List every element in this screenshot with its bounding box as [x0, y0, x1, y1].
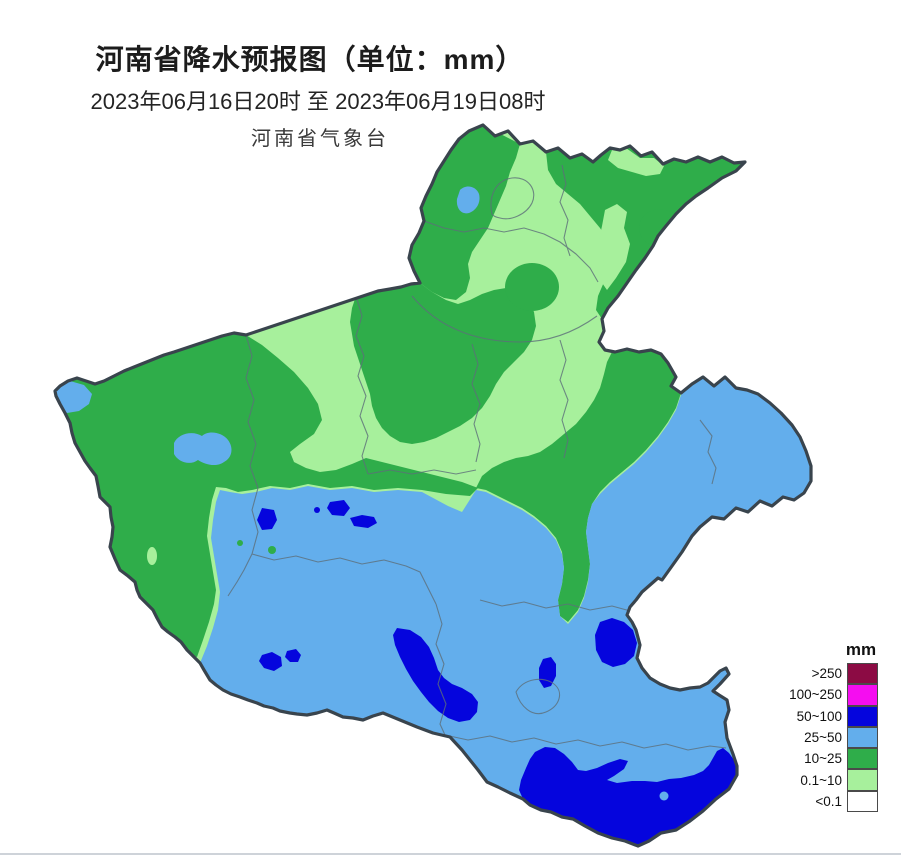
region-10-25-speck: [237, 540, 243, 546]
legend-row: 10~25: [789, 748, 878, 770]
legend-label-50-100: 50~100: [796, 708, 842, 724]
region-50-100-south-band: [519, 747, 737, 846]
legend-row: 25~50: [789, 726, 878, 749]
district-boundaries: [227, 164, 727, 751]
region-50-100-patch: [350, 515, 377, 528]
legend-row: <0.1: [789, 790, 878, 813]
regions-50-100: [257, 500, 737, 846]
legend-swatch-100-250: [847, 684, 878, 706]
forecast-period: 2023年06月16日20时 至 2023年06月19日08时: [90, 89, 546, 114]
region-10-25-east-band: [476, 349, 681, 622]
legend-swatch-50-100: [847, 705, 878, 727]
region-50-100-round-blob: [595, 618, 637, 667]
legend-label-0-1-10: 0.1~10: [800, 772, 842, 788]
issuing-agency: 河南省气象台: [251, 128, 389, 150]
legend-label-gt250: >250: [811, 666, 842, 682]
region-50-100-patch: [285, 649, 301, 662]
province-outline: [53, 123, 813, 848]
region-10-25-west: [55, 333, 478, 657]
region-0-1-10-speck: [147, 547, 157, 565]
region-10-25-central: [350, 283, 536, 444]
legend-unit-label: mm: [845, 640, 877, 659]
region-50-100-southwest-blob: [393, 628, 478, 722]
region-50-100-patch: [257, 508, 277, 530]
region-10-25-north-center-blob: [505, 263, 559, 311]
region-25-50-north-lake: [456, 186, 480, 214]
region-25-50-nw-lakes: [174, 432, 232, 466]
legend-label-lt0-1: <0.1: [815, 793, 842, 809]
legend-swatch-gt250: [847, 663, 878, 685]
region-50-100-small-blob: [539, 657, 556, 688]
legend-row: 100~250: [789, 684, 878, 706]
legend-label-25-50: 25~50: [804, 730, 842, 746]
legend-label-10-25: 10~25: [804, 751, 842, 767]
region-25-50-hole-in-band: [659, 791, 669, 801]
regions-25-50-lakes: [55, 186, 480, 466]
region-25-50-south: [200, 377, 811, 846]
region-0-1-10-puyang-pocket: [598, 204, 630, 290]
region-10-25-speck: [268, 546, 276, 554]
figure-bottom-border: [0, 853, 901, 855]
legend-row: 0.1~10: [789, 769, 878, 791]
region-50-100-patch: [259, 652, 282, 671]
map-title: 河南省降水预报图（单位：mm）: [95, 44, 525, 75]
region-50-100-patch: [327, 500, 350, 516]
precipitation-legend: mm >250 100~250 50~100 25~50 10~25 0.1~1…: [789, 640, 878, 813]
legend-swatch-0-1-10: [847, 769, 878, 791]
legend-swatch-25-50: [847, 726, 878, 749]
region-50-100-dot: [314, 507, 320, 513]
legend-swatch-lt0-1: [847, 790, 878, 813]
legend-row: 50~100: [789, 705, 878, 727]
legend-label-100-250: 100~250: [789, 687, 842, 703]
region-25-50-west-edge-lake: [55, 381, 92, 413]
legend-row: >250: [789, 663, 878, 685]
region-0-1-10-ne-pocket: [608, 148, 664, 176]
legend-unit: mm: [789, 640, 878, 660]
legend-swatch-10-25: [847, 748, 878, 770]
